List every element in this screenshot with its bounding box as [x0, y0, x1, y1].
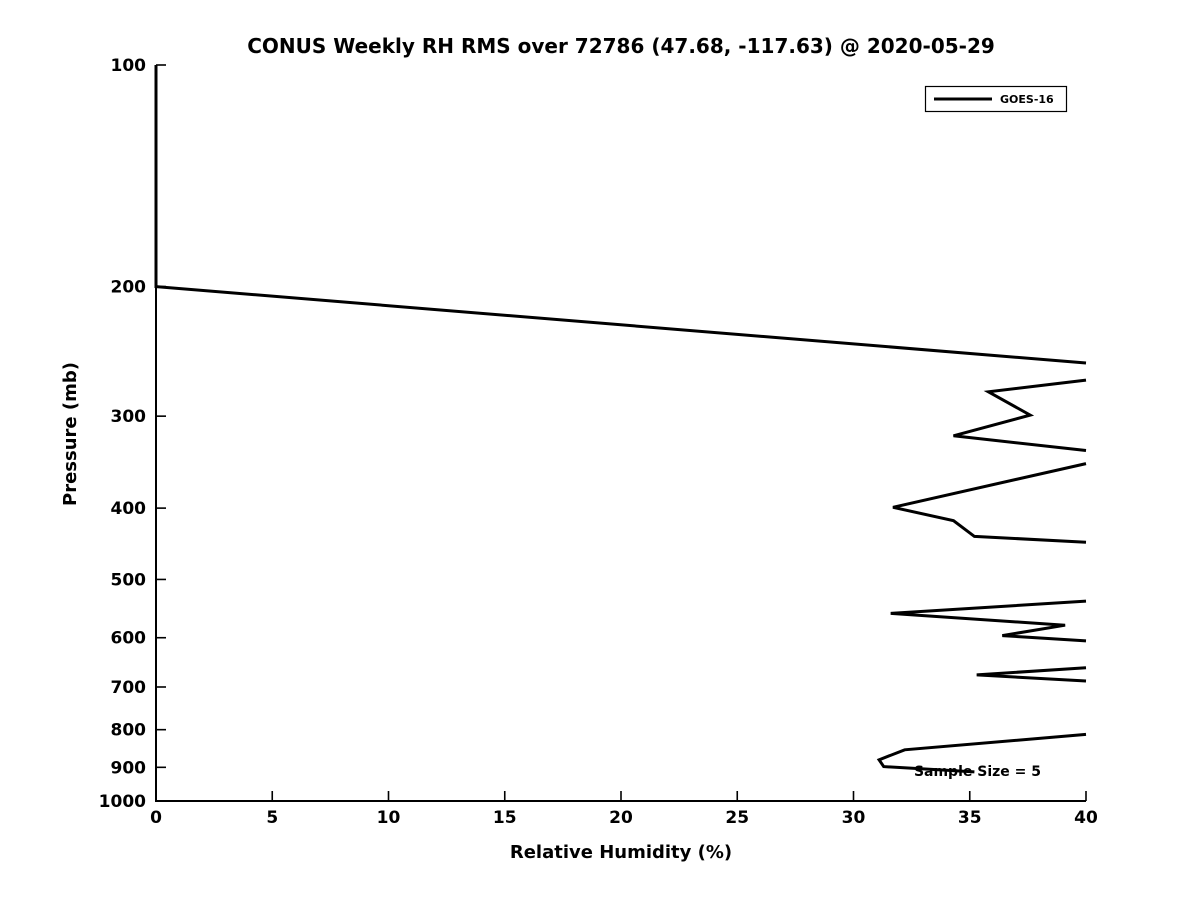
y-tick-label: 100	[111, 56, 147, 76]
x-axis-label: Relative Humidity (%)	[510, 842, 732, 863]
x-tick-label: 10	[377, 808, 401, 828]
y-tick-label: 900	[111, 758, 147, 778]
y-tick-label: 500	[111, 570, 147, 590]
x-tick-label: 0	[150, 808, 162, 828]
x-tick-label: 30	[842, 808, 866, 828]
y-axis-label: Pressure (mb)	[60, 362, 81, 506]
axes-spines	[155, 65, 1086, 802]
y-tick-label: 600	[111, 629, 147, 649]
y-tick-label: 800	[111, 721, 147, 741]
x-tick-label: 5	[266, 808, 278, 828]
x-tick-label: 35	[958, 808, 982, 828]
y-tick-label: 700	[111, 678, 147, 698]
sample-size-annotation: Sample Size = 5	[914, 764, 1041, 780]
legend-entry-label: GOES-16	[1000, 93, 1054, 106]
x-axis-ticks: 0 5 10 15 20 25 30 35 40	[150, 791, 1098, 828]
legend: GOES-16	[924, 85, 1068, 113]
chart-title: CONUS Weekly RH RMS over 72786 (47.68, -…	[247, 34, 995, 58]
data-series-group	[154, 65, 1087, 774]
x-tick-label: 15	[493, 808, 517, 828]
y-tick-label: 300	[111, 407, 147, 427]
x-tick-label: 40	[1074, 808, 1098, 828]
x-tick-label: 25	[725, 808, 749, 828]
y-tick-label: 400	[111, 499, 147, 519]
y-tick-label: 200	[111, 278, 147, 298]
y-tick-label: 1000	[99, 792, 146, 812]
y-axis-ticks: 100 200 300 400 500 600 700 800 900 1000	[99, 56, 166, 812]
x-tick-label: 20	[609, 808, 633, 828]
series-line-goes-16	[154, 65, 1087, 774]
